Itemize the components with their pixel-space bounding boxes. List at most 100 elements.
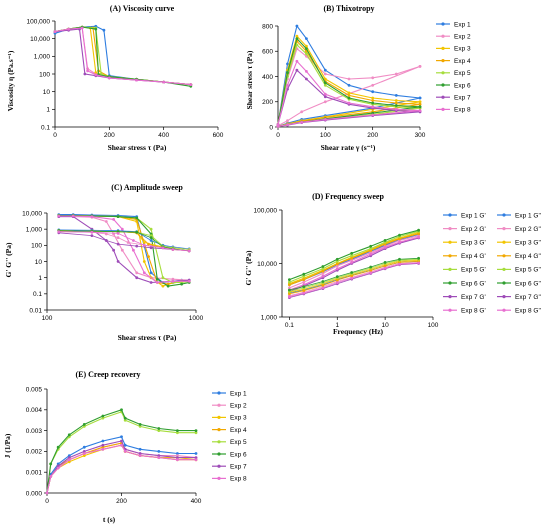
data-point	[300, 120, 304, 124]
data-point	[142, 241, 146, 244]
data-point	[394, 107, 398, 111]
panel-c-y-tick-label: 100	[31, 243, 42, 250]
legend-marker	[217, 415, 221, 419]
data-point	[321, 284, 325, 287]
legend-label: Exp 3	[230, 415, 247, 422]
panel-b-ylabel: Shear stress τ (Pa)	[245, 50, 254, 109]
data-point	[120, 439, 123, 443]
data-point	[194, 429, 198, 432]
data-point	[94, 27, 98, 31]
data-point	[57, 214, 61, 218]
panel-b-y-tick-label: 400	[262, 74, 273, 81]
data-point	[82, 454, 86, 457]
data-point	[194, 456, 198, 459]
panel-c-gdoubleprime-line	[58, 230, 190, 252]
legend-marker	[441, 71, 445, 75]
data-point	[288, 292, 291, 296]
data-point	[147, 255, 150, 258]
legend-marker	[448, 227, 452, 231]
data-point	[286, 83, 289, 87]
data-point	[138, 452, 142, 455]
data-point	[286, 71, 289, 75]
legend-marker	[217, 428, 221, 432]
data-point	[302, 272, 306, 276]
data-point	[102, 28, 106, 32]
data-point	[394, 104, 398, 107]
panel-e-series-line	[46, 442, 197, 494]
legend-marker	[441, 46, 445, 51]
panel-c-ylabel: G' G'' (Pa)	[4, 242, 13, 277]
panel-d-x-tick-label: 1	[335, 322, 339, 329]
panel-c-gprime-line	[58, 214, 190, 287]
legend-marker	[217, 452, 221, 456]
legend-marker	[502, 240, 506, 244]
data-point	[120, 248, 124, 252]
data-point	[142, 243, 146, 247]
data-point	[45, 491, 49, 495]
data-point	[321, 272, 325, 275]
panel-a-y-tick-label: 100,000	[27, 18, 51, 25]
data-point	[347, 91, 351, 95]
data-point	[116, 242, 120, 246]
data-point	[305, 37, 308, 40]
data-point	[323, 92, 327, 96]
data-point	[371, 83, 375, 87]
data-point	[80, 26, 84, 30]
legend-label: Exp 3 G''	[515, 240, 541, 247]
legend-marker	[502, 308, 506, 312]
legend-marker	[502, 254, 506, 258]
data-point	[157, 427, 161, 430]
data-point	[369, 252, 373, 256]
data-point	[347, 83, 351, 87]
data-point	[288, 295, 291, 299]
panel-c-gprime-line	[58, 214, 190, 287]
data-point	[335, 278, 339, 282]
legend-marker	[441, 34, 445, 38]
panel-e-x-tick-label: 400	[191, 498, 202, 505]
data-point	[86, 69, 89, 73]
data-point	[157, 429, 161, 432]
legend-marker	[448, 213, 452, 217]
legend-label: Exp 6	[454, 82, 471, 89]
data-point	[116, 215, 120, 219]
data-point	[335, 275, 339, 278]
data-point	[135, 244, 139, 248]
data-point	[142, 260, 146, 263]
panel-e-y-tick-label: 0.002	[26, 449, 43, 456]
panel-e-series-line	[46, 444, 196, 494]
legend-marker	[448, 308, 452, 312]
legend-marker	[448, 295, 452, 299]
panel-c-gdoubleprime-line	[58, 229, 190, 250]
panel-a-x-tick-label: 0	[53, 132, 57, 139]
data-point	[67, 460, 71, 464]
data-point	[112, 248, 115, 252]
panel-e-series-line	[46, 440, 196, 494]
panel-b-down-curve	[277, 65, 421, 127]
data-point	[383, 239, 387, 242]
data-point	[383, 246, 387, 249]
data-point	[350, 258, 354, 262]
data-point	[155, 277, 159, 281]
data-point	[369, 247, 373, 251]
legend-label: Exp 7 G''	[515, 294, 541, 301]
legend-label: Exp 6 G''	[515, 280, 541, 287]
panel-a-y-tick-label: 1	[46, 107, 50, 114]
data-point	[82, 450, 86, 453]
panel-d-x-tick-label: 0.1	[285, 322, 294, 329]
data-point	[369, 271, 373, 275]
data-point	[116, 236, 120, 240]
panel-a-x-tick-label: 600	[213, 132, 224, 139]
legend-label: Exp 5	[230, 439, 247, 446]
data-point	[394, 99, 398, 102]
data-point	[101, 439, 105, 443]
legend-label: Exp 1 G'	[461, 212, 486, 219]
panel-d-x-tick-label: 100	[428, 322, 439, 329]
panel-e-title: (E) Creep recovery	[75, 370, 140, 379]
data-point	[107, 76, 111, 80]
legend-label: Exp 2	[230, 403, 247, 410]
panel-b-y-tick-label: 0	[269, 124, 273, 131]
data-point	[104, 220, 108, 223]
panel-b-title: (B) Thixotropy	[323, 4, 374, 13]
data-point	[394, 72, 398, 76]
data-point	[350, 274, 354, 278]
